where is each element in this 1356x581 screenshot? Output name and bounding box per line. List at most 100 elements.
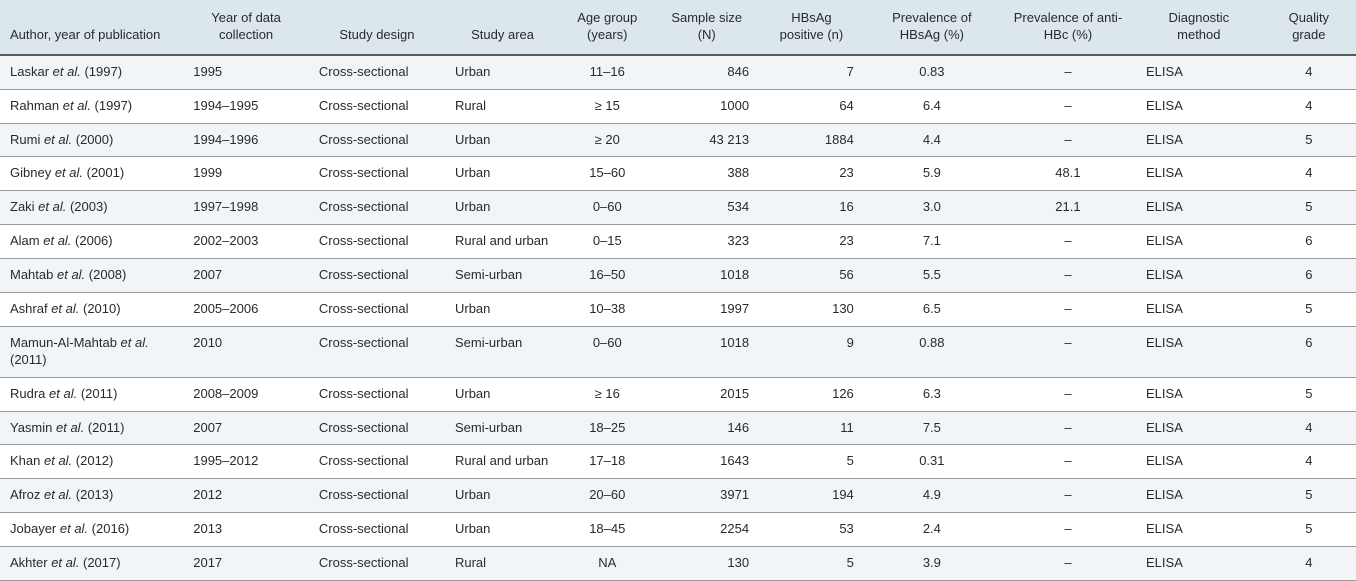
author-post: (2013)	[72, 487, 113, 502]
table-row: Zaki et al. (2003)1997–1998Cross-section…	[0, 191, 1356, 225]
cell-prev-antihbc: –	[1000, 513, 1136, 547]
cell-year-collect: 2007	[183, 411, 309, 445]
author-pre: Akhter	[10, 555, 51, 570]
author-pre: Mahtab	[10, 267, 57, 282]
col-diag: Diagnostic method	[1136, 0, 1262, 55]
cell-age: NA	[560, 547, 654, 581]
cell-design: Cross-sectional	[309, 547, 445, 581]
author-post: (2000)	[72, 132, 113, 147]
author-pre: Laskar	[10, 64, 53, 79]
author-post: (2008)	[85, 267, 126, 282]
author-post: (2011)	[10, 352, 47, 367]
cell-prev-antihbc: –	[1000, 259, 1136, 293]
author-pre: Zaki	[10, 199, 38, 214]
author-etal: et al.	[51, 301, 79, 316]
cell-sample: 1018	[654, 326, 759, 377]
author-etal: et al.	[53, 64, 81, 79]
cell-quality: 6	[1262, 225, 1356, 259]
cell-age: 17–18	[560, 445, 654, 479]
cell-hbsag-pos: 194	[759, 479, 864, 513]
cell-quality: 6	[1262, 259, 1356, 293]
cell-sample: 130	[654, 547, 759, 581]
table-row: Rumi et al. (2000)1994–1996Cross-section…	[0, 123, 1356, 157]
cell-prev-hbsag: 7.1	[864, 225, 1000, 259]
cell-design: Cross-sectional	[309, 293, 445, 327]
author-pre: Gibney	[10, 165, 55, 180]
cell-area: Semi-urban	[445, 259, 560, 293]
cell-age: 10–38	[560, 293, 654, 327]
col-prev-antihbc: Prevalence of anti-HBc (%)	[1000, 0, 1136, 55]
author-etal: et al.	[44, 453, 72, 468]
cell-area: Urban	[445, 55, 560, 89]
author-etal: et al.	[55, 165, 83, 180]
author-post: (2001)	[83, 165, 124, 180]
cell-prev-hbsag: 2.4	[864, 513, 1000, 547]
cell-prev-hbsag: 4.4	[864, 123, 1000, 157]
cell-year-collect: 1999	[183, 157, 309, 191]
cell-diag: ELISA	[1136, 259, 1262, 293]
cell-diag: ELISA	[1136, 89, 1262, 123]
author-etal: et al.	[51, 555, 79, 570]
cell-age: 18–25	[560, 411, 654, 445]
author-pre: Rahman	[10, 98, 63, 113]
cell-prev-antihbc: –	[1000, 377, 1136, 411]
cell-author: Yasmin et al. (2011)	[0, 411, 183, 445]
cell-prev-hbsag: 3.9	[864, 547, 1000, 581]
cell-sample: 323	[654, 225, 759, 259]
cell-hbsag-pos: 23	[759, 157, 864, 191]
cell-quality: 5	[1262, 479, 1356, 513]
col-prev-hbsag: Prevalence of HBsAg (%)	[864, 0, 1000, 55]
cell-hbsag-pos: 130	[759, 293, 864, 327]
cell-area: Urban	[445, 479, 560, 513]
cell-hbsag-pos: 7	[759, 55, 864, 89]
cell-hbsag-pos: 56	[759, 259, 864, 293]
cell-prev-antihbc: –	[1000, 479, 1136, 513]
cell-prev-antihbc: –	[1000, 445, 1136, 479]
cell-hbsag-pos: 11	[759, 411, 864, 445]
cell-sample: 2015	[654, 377, 759, 411]
table-row: Mamun-Al-Mahtab et al. (2011)2010Cross-s…	[0, 326, 1356, 377]
cell-author: Akhter et al. (2017)	[0, 547, 183, 581]
cell-prev-antihbc: 21.1	[1000, 191, 1136, 225]
cell-age: 11–16	[560, 55, 654, 89]
cell-design: Cross-sectional	[309, 191, 445, 225]
header-row: Author, year of publication Year of data…	[0, 0, 1356, 55]
cell-sample: 1643	[654, 445, 759, 479]
cell-year-collect: 2010	[183, 326, 309, 377]
author-pre: Afroz	[10, 487, 44, 502]
cell-age: 15–60	[560, 157, 654, 191]
cell-age: 18–45	[560, 513, 654, 547]
cell-prev-antihbc: –	[1000, 293, 1136, 327]
cell-sample: 146	[654, 411, 759, 445]
cell-hbsag-pos: 23	[759, 225, 864, 259]
author-pre: Rudra	[10, 386, 49, 401]
author-etal: et al.	[121, 335, 149, 350]
author-etal: et al.	[44, 132, 72, 147]
cell-prev-hbsag: 0.31	[864, 445, 1000, 479]
table-row: Yasmin et al. (2011)2007Cross-sectionalS…	[0, 411, 1356, 445]
cell-author: Khan et al. (2012)	[0, 445, 183, 479]
cell-design: Cross-sectional	[309, 55, 445, 89]
cell-age: 0–15	[560, 225, 654, 259]
table-row: Rudra et al. (2011)2008–2009Cross-sectio…	[0, 377, 1356, 411]
cell-hbsag-pos: 5	[759, 547, 864, 581]
author-post: (2016)	[88, 521, 129, 536]
author-post: (2010)	[79, 301, 120, 316]
cell-sample: 1997	[654, 293, 759, 327]
author-pre: Yasmin	[10, 420, 56, 435]
cell-diag: ELISA	[1136, 377, 1262, 411]
author-pre: Khan	[10, 453, 44, 468]
cell-sample: 846	[654, 55, 759, 89]
cell-quality: 5	[1262, 191, 1356, 225]
table-row: Ashraf et al. (2010)2005–2006Cross-secti…	[0, 293, 1356, 327]
cell-sample: 1000	[654, 89, 759, 123]
cell-diag: ELISA	[1136, 293, 1262, 327]
author-pre: Jobayer	[10, 521, 60, 536]
cell-area: Rural and urban	[445, 445, 560, 479]
cell-quality: 6	[1262, 326, 1356, 377]
cell-prev-antihbc: –	[1000, 89, 1136, 123]
author-etal: et al.	[60, 521, 88, 536]
author-post: (2011)	[77, 386, 117, 401]
cell-quality: 4	[1262, 547, 1356, 581]
cell-hbsag-pos: 53	[759, 513, 864, 547]
